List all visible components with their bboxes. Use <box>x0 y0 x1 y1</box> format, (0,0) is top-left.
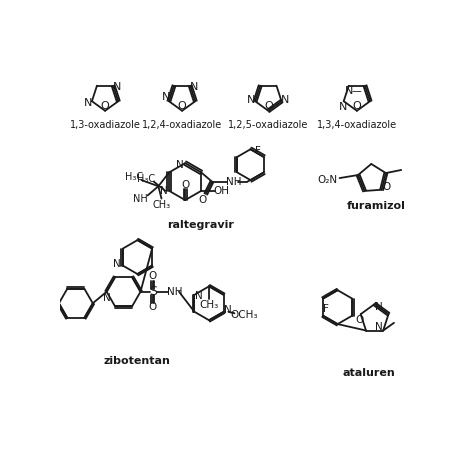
Text: N: N <box>113 259 120 269</box>
Text: —: — <box>352 86 362 96</box>
Text: 1,2,4-oxadiazole: 1,2,4-oxadiazole <box>142 119 222 130</box>
Text: N: N <box>375 302 383 312</box>
Text: N: N <box>190 82 198 92</box>
Text: N: N <box>176 160 183 170</box>
Text: O: O <box>178 101 186 111</box>
Text: N: N <box>225 305 232 315</box>
Text: F: F <box>323 304 329 314</box>
Text: N: N <box>103 293 110 303</box>
Text: furamizol: furamizol <box>346 201 406 211</box>
Text: 1,2,5-oxadiazole: 1,2,5-oxadiazole <box>228 119 309 130</box>
Text: N: N <box>160 186 168 196</box>
Text: N: N <box>281 95 290 105</box>
Text: N: N <box>375 322 383 332</box>
Text: N: N <box>84 98 92 108</box>
Text: O: O <box>100 101 109 111</box>
Text: raltegravir: raltegravir <box>167 220 234 230</box>
Text: OCH₃: OCH₃ <box>230 310 257 320</box>
Text: O: O <box>181 180 189 190</box>
Text: N: N <box>162 92 170 102</box>
Text: N: N <box>113 82 121 92</box>
Text: OH: OH <box>213 186 229 196</box>
Text: F: F <box>255 146 261 156</box>
Text: O: O <box>382 182 391 191</box>
Text: O: O <box>149 302 157 312</box>
Text: CH₃: CH₃ <box>200 300 219 310</box>
Text: O: O <box>264 101 273 111</box>
Text: NH: NH <box>133 193 147 203</box>
Text: ataluren: ataluren <box>342 367 395 378</box>
Text: O: O <box>355 315 363 325</box>
Text: N: N <box>247 95 255 105</box>
Text: zibotentan: zibotentan <box>104 356 171 366</box>
Text: N: N <box>346 86 354 96</box>
Text: N: N <box>339 101 347 111</box>
Text: O: O <box>199 195 207 205</box>
Text: NH: NH <box>226 177 241 187</box>
Text: S: S <box>149 285 157 298</box>
Text: N: N <box>195 292 203 301</box>
Text: 1,3-oxadiazole: 1,3-oxadiazole <box>70 119 140 130</box>
Text: H₃C: H₃C <box>125 172 143 182</box>
Text: O: O <box>353 101 361 111</box>
Text: O₂N: O₂N <box>317 174 337 184</box>
Text: 1,3,4-oxadiazole: 1,3,4-oxadiazole <box>317 119 397 130</box>
Text: O: O <box>149 271 157 282</box>
Text: CH₃: CH₃ <box>153 200 171 210</box>
Text: NH: NH <box>167 287 182 297</box>
Text: H₃C: H₃C <box>137 173 155 183</box>
